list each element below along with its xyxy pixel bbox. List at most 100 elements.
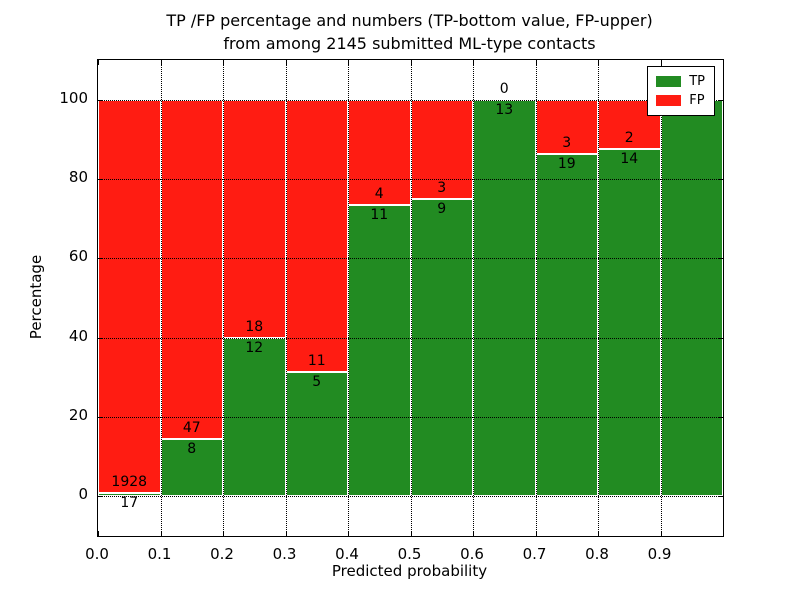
- v-gridline: [348, 60, 349, 536]
- v-gridline: [660, 60, 662, 536]
- bar-segment-tp: [223, 337, 286, 497]
- y-tick-label: 20: [68, 406, 88, 424]
- x-tick-mark: [223, 531, 224, 536]
- y-tick-mark: [718, 417, 723, 418]
- x-tick-mark: [598, 531, 599, 536]
- x-tick-mark: [160, 531, 162, 536]
- bar-label-fp: 1928: [111, 473, 148, 490]
- x-tick-mark: [348, 531, 349, 536]
- y-tick-mark: [98, 179, 103, 180]
- x-tick-label: 0.9: [647, 545, 672, 563]
- legend-row: FP: [656, 91, 705, 110]
- bar-segment-fp: [223, 99, 286, 338]
- chart-title-line2: from among 2145 submitted ML-type contac…: [223, 34, 596, 53]
- bar-segment-tp: [410, 198, 473, 497]
- bar-segment-tp: [660, 99, 723, 497]
- bar-segment-fp: [410, 99, 473, 199]
- x-tick-mark: [285, 60, 287, 65]
- bar-segment-tp: [160, 438, 223, 497]
- legend: TP FP: [647, 66, 715, 116]
- x-axis-label: Predicted probability: [331, 562, 488, 580]
- y-tick-label: 80: [68, 168, 88, 186]
- x-tick-label: 0.5: [397, 545, 422, 563]
- x-tick-mark: [473, 531, 474, 536]
- bar-label-tp: 14: [620, 151, 639, 168]
- bar-segment-tp: [598, 149, 661, 497]
- y-tick-mark: [718, 496, 723, 498]
- x-tick-label: 0.3: [272, 545, 297, 563]
- bar-segment-fp: [160, 99, 223, 439]
- bar-label-tp: 5: [312, 374, 322, 391]
- v-gridline: [285, 60, 287, 536]
- bar-segment-fp: [535, 99, 598, 154]
- x-tick-mark: [223, 60, 224, 65]
- y-tick-label: 40: [68, 326, 88, 345]
- x-tick-label: 0.4: [335, 545, 359, 563]
- bar-segment-fp: [285, 99, 348, 373]
- bar-label-tp: 13: [495, 101, 514, 118]
- bar-label-tp: 17: [120, 494, 139, 511]
- y-tick-mark: [98, 99, 103, 101]
- x-tick-mark: [535, 531, 537, 536]
- bar-segment-fp: [348, 99, 411, 206]
- y-tick-mark: [718, 337, 723, 339]
- x-tick-mark: [285, 531, 287, 536]
- x-tick-mark: [535, 60, 537, 65]
- bar-segment-tp: [98, 492, 161, 497]
- v-gridline: [598, 60, 599, 536]
- x-tick-label: 0.7: [522, 545, 547, 563]
- x-tick-mark: [660, 531, 662, 536]
- bar-label-fp: 47: [182, 419, 201, 436]
- chart-title-line1: TP /FP percentage and numbers (TP-bottom…: [166, 11, 653, 30]
- v-gridline: [535, 60, 537, 536]
- bar-label-tp: 11: [370, 207, 389, 224]
- bar-segment-tp: [473, 99, 536, 497]
- x-tick-mark: [160, 60, 162, 65]
- chart-title: TP /FP percentage and numbers (TP-bottom…: [97, 9, 722, 55]
- y-tick-mark: [718, 179, 723, 180]
- legend-swatch-tp: [656, 76, 682, 87]
- legend-label: TP: [689, 74, 705, 89]
- v-gridline: [473, 60, 474, 536]
- x-tick-label: 0.0: [85, 545, 109, 563]
- bar-segment-tp: [348, 205, 411, 497]
- bar-label-tp: 19: [557, 155, 576, 172]
- y-tick-mark: [98, 258, 103, 260]
- y-tick-mark: [98, 337, 103, 339]
- x-tick-mark: [98, 60, 99, 65]
- x-tick-mark: [473, 60, 474, 65]
- bar-segment-fp: [98, 99, 161, 493]
- bar-label-tp: 12: [245, 339, 264, 356]
- v-gridline: [410, 60, 412, 536]
- legend-swatch-fp: [656, 95, 682, 106]
- y-tick-label: 0: [78, 485, 88, 504]
- bar-label-fp: 3: [437, 179, 447, 196]
- bar-label-tp: 8: [187, 440, 197, 457]
- legend-row: TP: [656, 72, 705, 91]
- bar-segment-tp: [285, 372, 348, 497]
- x-tick-label: 0.8: [585, 545, 609, 563]
- x-tick-label: 0.6: [460, 545, 484, 563]
- x-tick-label: 0.1: [147, 545, 172, 563]
- y-tick-mark: [98, 417, 103, 418]
- x-tick-mark: [410, 60, 412, 65]
- x-tick-mark: [410, 531, 412, 536]
- legend-label: FP: [689, 93, 705, 108]
- bar-label-tp: 9: [437, 200, 447, 217]
- bar-label-fp: 3: [562, 134, 572, 151]
- bar-label-fp: 18: [245, 318, 264, 335]
- bar-label-fp: 4: [374, 186, 384, 203]
- x-tick-mark: [598, 60, 599, 65]
- y-tick-label: 60: [68, 247, 88, 266]
- x-tick-mark: [98, 531, 99, 536]
- y-tick-mark: [98, 496, 103, 498]
- bar-label-fp: 11: [307, 353, 326, 370]
- x-tick-label: 0.2: [210, 545, 234, 563]
- bar-label-fp: 0: [499, 80, 509, 97]
- y-tick-mark: [718, 258, 723, 260]
- v-gridline: [223, 60, 224, 536]
- x-tick-mark: [660, 60, 662, 65]
- bar-segment-tp: [535, 153, 598, 497]
